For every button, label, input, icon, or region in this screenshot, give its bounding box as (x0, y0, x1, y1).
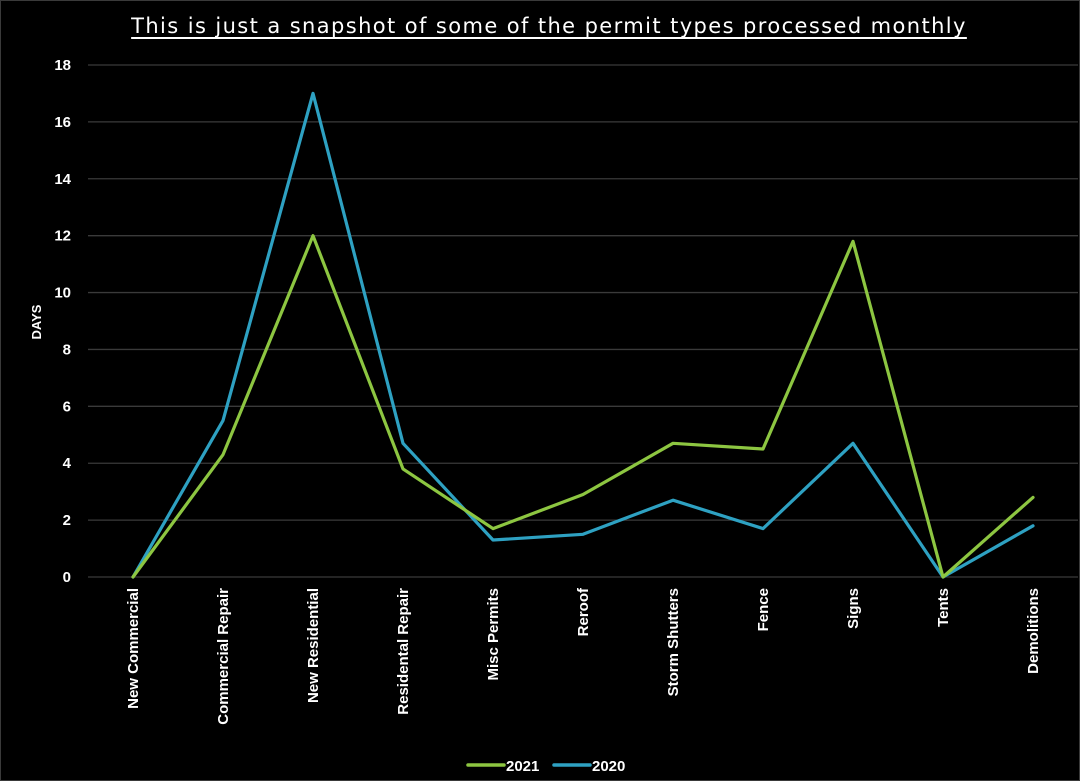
y-tick-label: 10 (54, 285, 71, 302)
series-line-2020 (131, 91, 1035, 579)
x-tick-label: Storm Shutters (665, 588, 682, 696)
x-tick-label: Misc Permits (485, 588, 502, 681)
x-tick-label: Residental Repair (395, 588, 412, 715)
data-point (1032, 525, 1034, 527)
y-tick-label: 0 (63, 569, 71, 586)
x-tick-label: Commercial Repair (215, 588, 232, 725)
data-point (492, 539, 494, 541)
data-point (762, 448, 764, 450)
data-point (852, 442, 854, 444)
x-tick-label: New Commercial (125, 588, 142, 709)
series-lines (131, 91, 1035, 579)
data-point (852, 240, 854, 242)
data-point (672, 499, 674, 501)
data-point (942, 576, 944, 578)
data-point (672, 442, 674, 444)
x-tick-label: New Residential (305, 588, 322, 703)
y-axis-label: DAYS (29, 304, 44, 339)
data-point (762, 528, 764, 530)
y-tick-label: 14 (54, 171, 71, 188)
data-point (492, 528, 494, 530)
data-point (312, 92, 314, 94)
legend-label: 2021 (506, 758, 539, 775)
data-point (132, 576, 134, 578)
x-tick-label: Signs (845, 588, 862, 629)
y-tick-label: 12 (54, 228, 71, 245)
x-tick-label: Reroof (575, 587, 592, 636)
data-point (582, 494, 584, 496)
x-tick-label: Fence (755, 588, 772, 631)
y-tick-label: 18 (54, 57, 71, 74)
data-point (222, 420, 224, 422)
data-point (222, 454, 224, 456)
data-point (402, 442, 404, 444)
data-point (312, 235, 314, 237)
x-tick-label: Tents (935, 588, 952, 627)
data-point (402, 468, 404, 470)
y-tick-label: 2 (63, 512, 71, 529)
legend: 2021 2020 (466, 758, 625, 775)
x-axis-ticks: New Commercial Commercial Repair New Resid… (125, 587, 1042, 725)
y-tick-label: 16 (54, 114, 71, 131)
y-tick-label: 6 (63, 398, 71, 415)
y-tick-label: 4 (63, 455, 72, 472)
chart-title: This is just a snapshot of some of the p… (131, 14, 967, 38)
y-axis-ticks: 0 2 4 6 8 10 12 14 16 18 (54, 57, 71, 586)
gridlines (88, 64, 1078, 578)
data-point (1032, 496, 1034, 498)
data-point (582, 533, 584, 535)
x-tick-label: Demolitions (1025, 588, 1042, 674)
y-tick-label: 8 (63, 341, 71, 358)
legend-label: 2020 (592, 758, 625, 775)
